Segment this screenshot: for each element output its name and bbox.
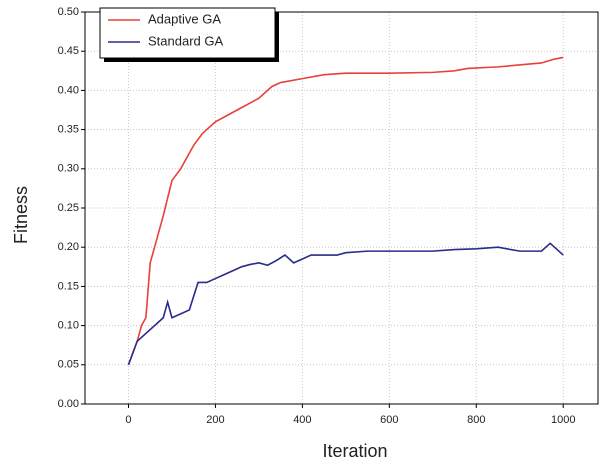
x-tick-label: 200 [206,414,224,426]
y-tick-label: 0.50 [58,6,79,18]
x-tick-label: 0 [125,414,131,426]
x-tick-label: 800 [467,414,485,426]
y-tick-label: 0.00 [58,398,79,410]
y-tick-label: 0.25 [58,202,79,214]
plot-frame [84,11,599,405]
x-tick-label: 400 [293,414,311,426]
x-tick-label: 1000 [551,414,575,426]
y-axis-label: Fitness [11,186,31,244]
y-tick-label: 0.05 [58,359,79,371]
y-tick-label: 0.35 [58,124,79,136]
y-tick-label: 0.45 [58,45,79,57]
x-tick-label: 600 [380,414,398,426]
y-tick-label: 0.20 [58,241,79,253]
y-tick-label: 0.40 [58,84,79,96]
y-tick-label: 0.15 [58,280,79,292]
series-line [127,56,564,366]
legend [99,7,276,59]
legend-label: Adaptive GA [148,11,221,26]
y-tick-label: 0.30 [58,163,79,175]
series-line [127,242,564,366]
legend-label: Standard GA [148,33,223,48]
y-tick-label: 0.10 [58,320,79,332]
x-axis-label: Iteration [322,441,387,461]
